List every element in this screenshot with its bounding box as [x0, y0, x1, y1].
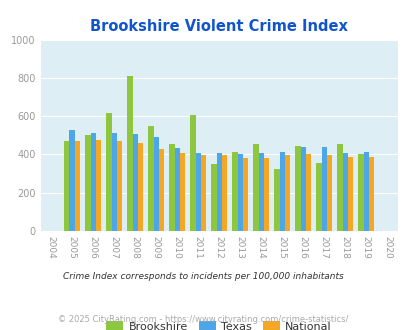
Text: © 2025 CityRating.com - https://www.cityrating.com/crime-statistics/: © 2025 CityRating.com - https://www.city…: [58, 315, 347, 324]
Bar: [96, 140, 101, 231]
Bar: [75, 141, 80, 231]
Bar: [195, 153, 200, 231]
Title: Brookshire Violent Crime Index: Brookshire Violent Crime Index: [90, 19, 347, 34]
Bar: [90, 133, 96, 231]
Bar: [137, 143, 143, 231]
Bar: [358, 154, 363, 231]
Bar: [111, 133, 117, 231]
Text: Crime Index corresponds to incidents per 100,000 inhabitants: Crime Index corresponds to incidents per…: [62, 272, 343, 281]
Bar: [368, 157, 373, 231]
Bar: [174, 148, 179, 231]
Bar: [69, 130, 75, 231]
Bar: [300, 147, 305, 231]
Bar: [321, 147, 326, 231]
Bar: [305, 154, 310, 231]
Bar: [284, 155, 290, 231]
Bar: [190, 115, 195, 231]
Bar: [127, 76, 132, 231]
Bar: [117, 141, 122, 231]
Bar: [347, 157, 352, 231]
Bar: [315, 163, 321, 231]
Bar: [326, 155, 331, 231]
Bar: [253, 144, 258, 231]
Bar: [106, 113, 111, 231]
Bar: [232, 151, 237, 231]
Bar: [132, 134, 137, 231]
Bar: [295, 146, 300, 231]
Bar: [216, 153, 221, 231]
Bar: [179, 153, 185, 231]
Bar: [337, 144, 342, 231]
Legend: Brookshire, Texas, National: Brookshire, Texas, National: [102, 317, 336, 330]
Bar: [342, 152, 347, 231]
Bar: [242, 158, 247, 231]
Bar: [274, 169, 279, 231]
Bar: [363, 151, 368, 231]
Bar: [237, 154, 242, 231]
Bar: [279, 152, 284, 231]
Bar: [85, 135, 90, 231]
Bar: [211, 164, 216, 231]
Bar: [263, 158, 269, 231]
Bar: [64, 141, 69, 231]
Bar: [221, 155, 226, 231]
Bar: [158, 149, 164, 231]
Bar: [153, 137, 158, 231]
Bar: [200, 155, 206, 231]
Bar: [169, 144, 174, 231]
Bar: [258, 153, 263, 231]
Bar: [148, 126, 153, 231]
